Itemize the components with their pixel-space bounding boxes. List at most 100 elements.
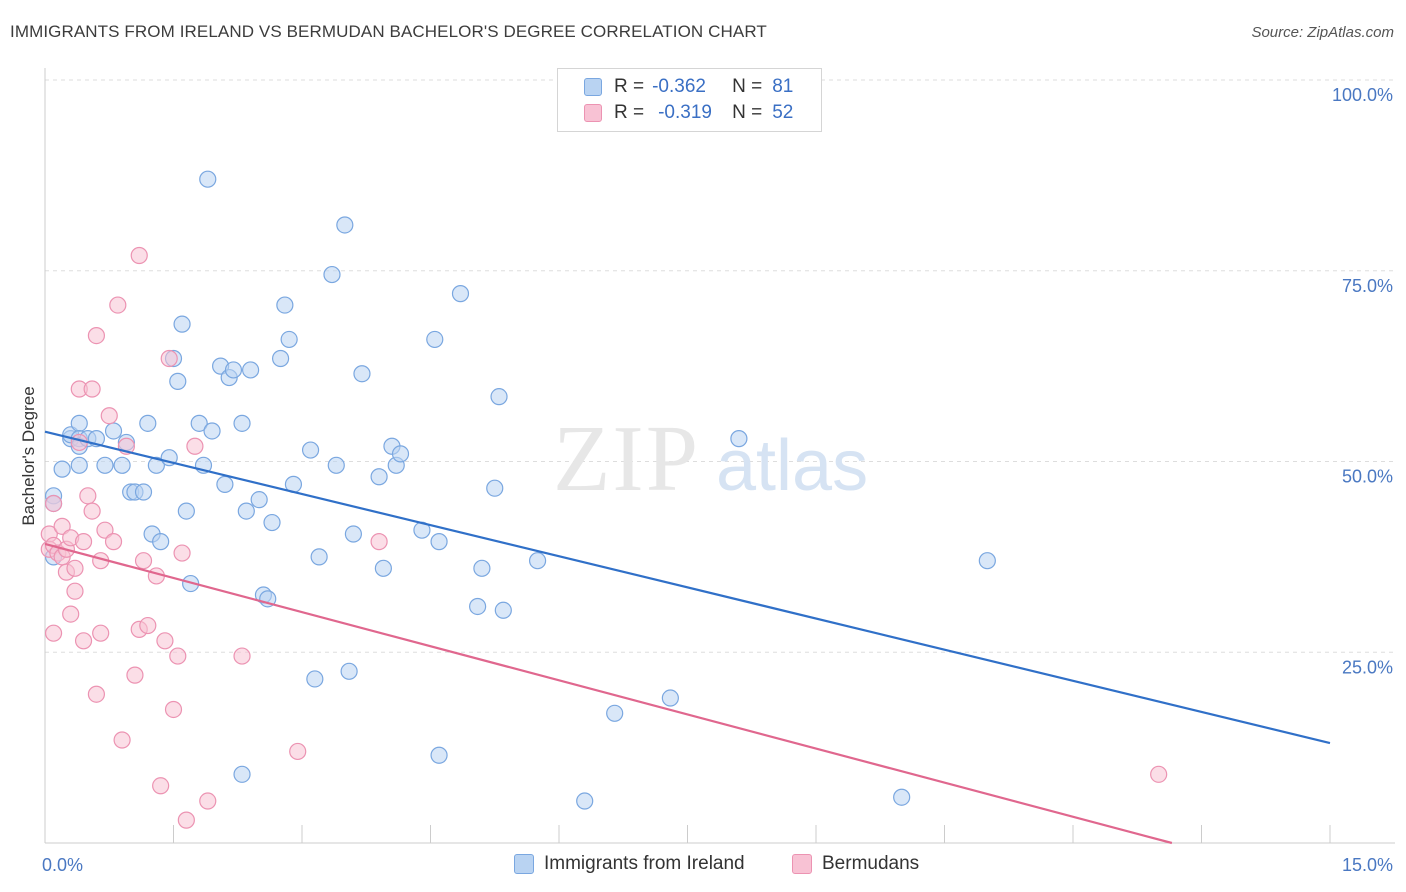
point-ireland bbox=[606, 704, 624, 722]
point-ireland bbox=[96, 456, 114, 474]
bottom-legend-ireland: Immigrants from Ireland bbox=[514, 852, 745, 876]
y-tick-label: 75.0% bbox=[1342, 276, 1393, 296]
point-ireland bbox=[134, 483, 153, 501]
point-ireland bbox=[486, 479, 504, 497]
point-bermudan bbox=[109, 296, 127, 314]
point-bermudan bbox=[199, 792, 217, 810]
point-bermudan bbox=[152, 777, 170, 795]
point-bermudan bbox=[113, 731, 131, 749]
point-bermudan bbox=[44, 494, 63, 513]
point-bermudan bbox=[74, 533, 93, 551]
points-bermudans bbox=[40, 246, 1168, 829]
point-ireland bbox=[893, 788, 911, 806]
point-ireland bbox=[113, 456, 131, 474]
point-bermudan bbox=[66, 582, 84, 600]
point-bermudan bbox=[74, 632, 93, 650]
point-bermudan bbox=[233, 647, 251, 665]
point-ireland bbox=[340, 662, 358, 680]
point-ireland bbox=[661, 689, 679, 707]
point-ireland bbox=[528, 552, 547, 570]
point-ireland bbox=[199, 170, 217, 188]
y-tick-label: 25.0% bbox=[1342, 657, 1393, 677]
point-ireland bbox=[104, 422, 123, 440]
point-ireland bbox=[237, 502, 255, 520]
point-ireland bbox=[169, 372, 187, 390]
point-ireland bbox=[430, 533, 448, 551]
point-ireland bbox=[203, 422, 221, 440]
point-bermudan bbox=[79, 487, 97, 505]
point-ireland bbox=[430, 746, 448, 764]
point-ireland bbox=[152, 533, 170, 551]
point-ireland bbox=[353, 365, 371, 383]
legend-n-value-ireland: 81 bbox=[772, 76, 794, 97]
point-ireland bbox=[451, 285, 470, 303]
point-bermudan bbox=[160, 349, 178, 368]
watermark: ZIP atlas bbox=[553, 407, 868, 511]
point-ireland bbox=[494, 601, 512, 619]
points-ireland bbox=[44, 170, 996, 810]
point-bermudan bbox=[139, 616, 157, 635]
y-axis-label: Bachelor's Degree bbox=[19, 386, 38, 525]
point-bermudan bbox=[156, 632, 174, 650]
point-ireland bbox=[242, 361, 260, 379]
legend-r-label: R = bbox=[614, 76, 645, 97]
point-ireland bbox=[233, 414, 251, 432]
point-ireland bbox=[276, 296, 294, 314]
legend-r-label: R = bbox=[614, 102, 645, 123]
point-ireland bbox=[190, 414, 208, 432]
legend-r-value-bermudans: -0.319 bbox=[658, 102, 712, 123]
point-bermudan bbox=[83, 380, 101, 398]
point-bermudan bbox=[87, 685, 106, 703]
legend-swatch-ireland bbox=[584, 78, 602, 96]
point-ireland bbox=[327, 456, 345, 474]
bottom-legend-swatch-bermudans bbox=[792, 854, 812, 874]
point-ireland bbox=[370, 468, 388, 486]
point-bermudan bbox=[83, 502, 101, 520]
y-tick-label: 100.0% bbox=[1332, 85, 1393, 105]
bottom-legend-label-ireland: Immigrants from Ireland bbox=[544, 853, 745, 874]
point-bermudan bbox=[186, 437, 204, 455]
point-bermudan bbox=[177, 811, 195, 829]
point-ireland bbox=[250, 491, 268, 509]
point-ireland bbox=[490, 388, 508, 406]
legend-n-label: N = bbox=[732, 76, 763, 97]
ytick-labels: 25.0% 50.0% 75.0% 100.0% bbox=[1332, 85, 1393, 677]
bottom-legend-swatch-ireland bbox=[514, 854, 534, 874]
point-bermudan bbox=[169, 647, 187, 665]
trend-line-ireland bbox=[44, 430, 1331, 745]
point-ireland bbox=[224, 361, 243, 379]
point-bermudan bbox=[53, 517, 71, 535]
point-ireland bbox=[473, 559, 491, 577]
chart-source: Source: ZipAtlas.com bbox=[1251, 24, 1394, 41]
point-bermudan bbox=[134, 552, 153, 570]
x-tick-label-max: 15.0% bbox=[1342, 855, 1393, 875]
xtick-labels: 0.0% 15.0% bbox=[42, 855, 1393, 875]
legend-n-value-bermudans: 52 bbox=[772, 102, 794, 123]
trend-line-bermudans bbox=[44, 542, 1173, 845]
point-ireland bbox=[374, 559, 392, 577]
point-bermudan bbox=[44, 624, 63, 642]
point-ireland bbox=[323, 265, 341, 284]
point-ireland bbox=[310, 548, 328, 566]
point-ireland bbox=[301, 441, 320, 459]
point-bermudan bbox=[126, 666, 144, 684]
watermark-zip: ZIP bbox=[553, 407, 700, 511]
point-bermudan bbox=[87, 327, 106, 345]
point-ireland bbox=[391, 445, 410, 463]
x-tick-label-min: 0.0% bbox=[42, 855, 83, 875]
point-ireland bbox=[576, 792, 594, 810]
point-ireland bbox=[70, 456, 88, 474]
point-ireland bbox=[426, 330, 444, 349]
point-ireland bbox=[271, 349, 290, 368]
point-bermudan bbox=[92, 624, 110, 642]
point-bermudan bbox=[173, 544, 191, 562]
chart-title: IMMIGRANTS FROM IRELAND VS BERMUDAN BACH… bbox=[10, 22, 767, 41]
point-bermudan bbox=[62, 605, 80, 623]
trend-lines bbox=[44, 430, 1331, 845]
bottom-legend-bermudans: Bermudans bbox=[792, 852, 919, 876]
point-bermudan bbox=[1150, 765, 1168, 783]
point-ireland bbox=[730, 430, 748, 448]
legend-row-ireland: R = -0.362 N = 81 bbox=[584, 76, 793, 98]
correlation-legend: R = -0.362 N = 81 R = -0.319 N = 52 bbox=[557, 68, 822, 132]
